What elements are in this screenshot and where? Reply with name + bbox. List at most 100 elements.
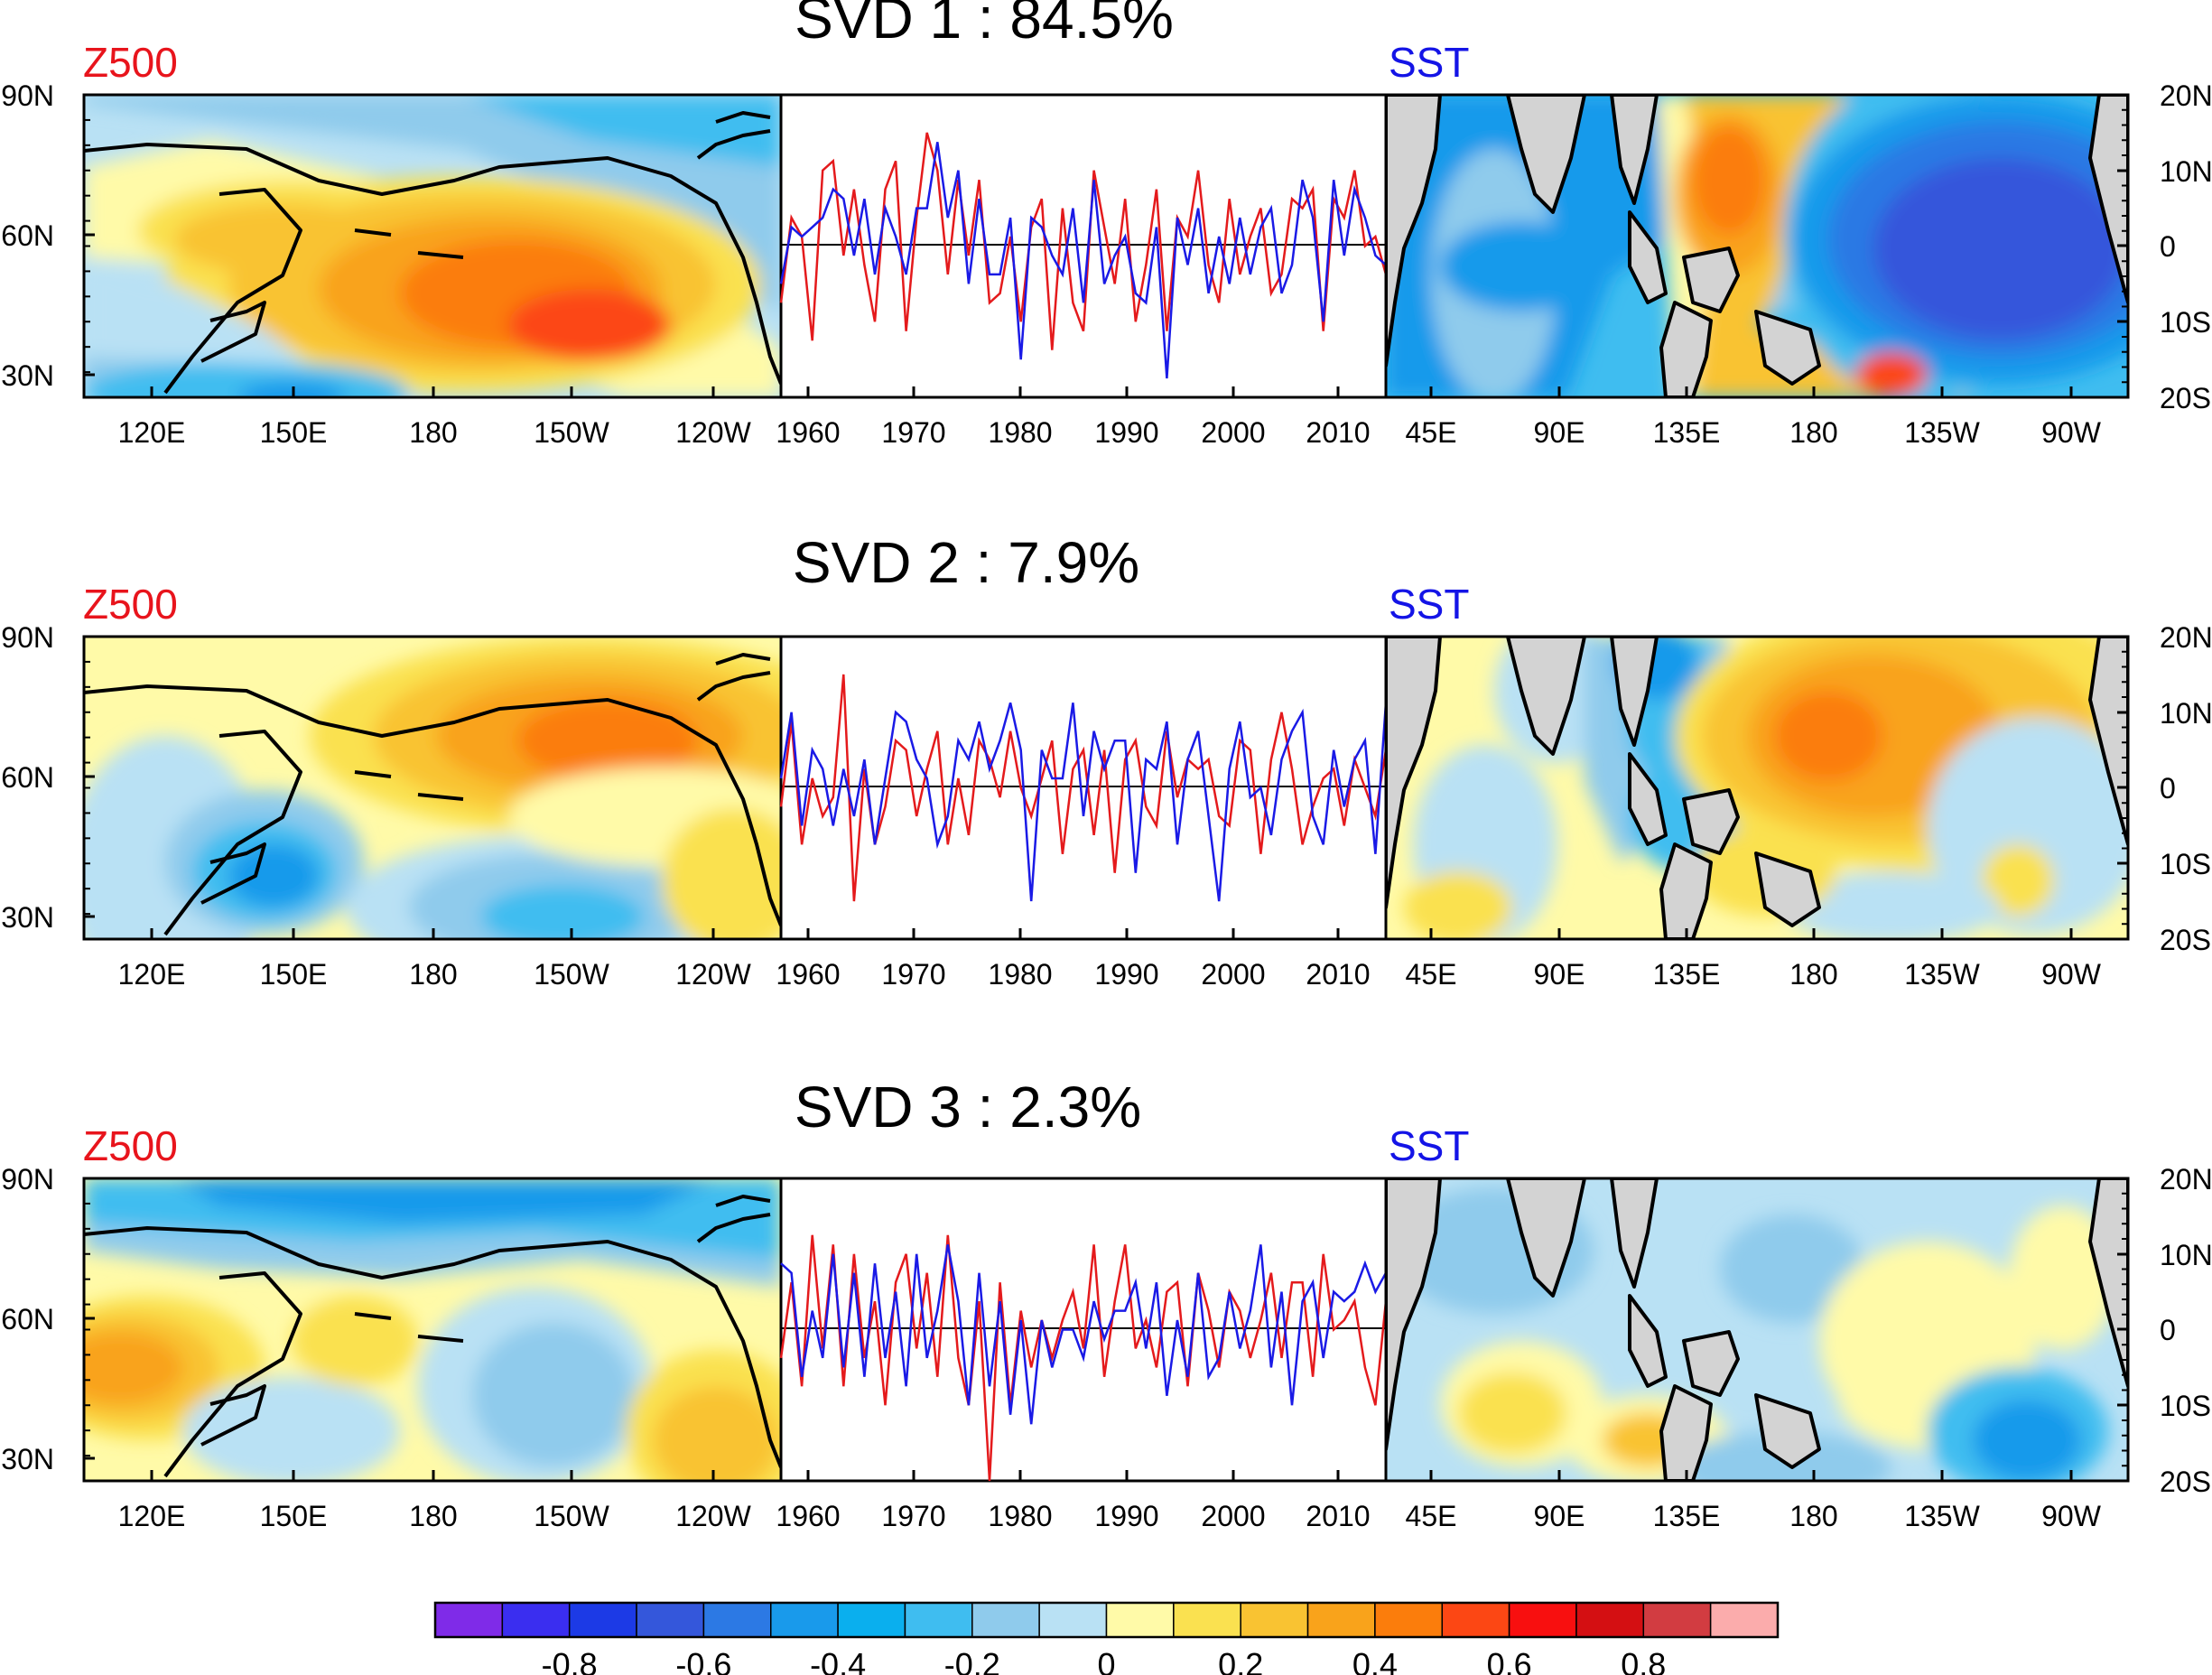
svd3-time-label: 1990: [1094, 1500, 1158, 1532]
svd3-time-label: 1960: [776, 1500, 840, 1532]
svd2-left-lat-label: 30N: [1, 901, 54, 934]
colorbar-label: 0.6: [1487, 1646, 1532, 1675]
svd1-right-lat-label: 20N: [2160, 79, 2212, 112]
svd1-right-lon-label: 135W: [1904, 416, 1980, 449]
svd2-time-label: 1990: [1094, 958, 1158, 991]
svd3-left-lon-label: 150E: [260, 1500, 328, 1532]
svd2-left-lon-label: 150W: [534, 958, 609, 991]
svd3-right-lon-label: 45E: [1406, 1500, 1457, 1532]
svd1-z500-label: Z500: [83, 39, 178, 86]
svd3-left-lon-label: 180: [409, 1500, 457, 1532]
svd3-z500-map: [82, 1177, 783, 1483]
colorbar-swatch: [1306, 1602, 1376, 1638]
colorbar-swatch: [568, 1602, 637, 1638]
svd1-right-lon-label: 90E: [1534, 416, 1585, 449]
colorbar-swatch: [1173, 1602, 1241, 1638]
colorbar-swatch: [434, 1602, 504, 1638]
svd3-left-lat-label: 60N: [1, 1303, 54, 1335]
svd1-right-lat-label: 10S: [2160, 306, 2211, 339]
svd3-right-lat-label: 20S: [2160, 1466, 2211, 1498]
svd3-timeseries: [779, 1177, 1388, 1483]
svd2-right-lon-label: 180: [1789, 958, 1837, 991]
svd1-left-lon-label: 120W: [675, 416, 751, 449]
svd3-right-lat-label: 10S: [2160, 1390, 2211, 1422]
svd1-right-lon-label: 45E: [1406, 416, 1457, 449]
colorbar-swatch: [1642, 1602, 1712, 1638]
svd1-right-lat-label: 10N: [2160, 155, 2212, 188]
colorbar-swatch: [501, 1602, 571, 1638]
svd2-timeseries: [779, 635, 1388, 941]
svd2-left-lon-label: 120W: [675, 958, 751, 991]
svd3-sst-map: [1384, 1177, 2130, 1483]
colorbar-swatch: [1240, 1602, 1309, 1638]
svd3-left-lon-label: 150W: [534, 1500, 609, 1532]
svd1-right-lon-label: 90W: [2041, 416, 2102, 449]
colorbar-label: 0: [1097, 1646, 1115, 1675]
axes-layer: 90N 60N 30N 120E 150E 180 150W 120W 1960 1970 1980…: [1, 79, 2212, 1532]
colorbar-swatch: [1441, 1602, 1510, 1638]
svd1-time-label: 1990: [1094, 416, 1158, 449]
svd1-right-lon-label: 180: [1789, 416, 1837, 449]
svd1-time-label: 2010: [1306, 416, 1370, 449]
svd1-sst-map: [1384, 93, 2130, 399]
colorbar-label: -0.2: [944, 1646, 1000, 1675]
svd1-sst-series: [779, 142, 1387, 379]
svd1-time-label: 1980: [988, 416, 1052, 449]
svd2-right-lon-label: 135E: [1653, 958, 1721, 991]
svd1-left-lon-label: 120E: [118, 416, 186, 449]
svd2-right-lat-label: 0: [2160, 772, 2176, 805]
svd1-sst-label: SST: [1389, 39, 1469, 86]
svd3-title: SVD 3 : 2.3%: [795, 1075, 1141, 1140]
svd2-right-lon-label: 135W: [1904, 958, 1980, 991]
svd2-right-lat-label: 20N: [2160, 621, 2212, 654]
svd3-sst-series: [780, 1244, 1388, 1425]
svd3-time-label: 1970: [881, 1500, 945, 1532]
svd1-left-lon-label: 150W: [534, 416, 609, 449]
colorbar-label: -0.6: [675, 1646, 731, 1675]
svd1-left-lat-label: 90N: [1, 79, 54, 112]
svd1-left-lat-label: 30N: [1, 359, 54, 392]
colorbar-swatch: [1038, 1602, 1108, 1638]
svd2-left-lon-label: 120E: [118, 958, 186, 991]
colorbar-swatch: [1374, 1602, 1444, 1638]
svd3-right-lat-label: 10N: [2160, 1239, 2212, 1271]
svd3-right-lon-label: 135W: [1904, 1500, 1980, 1532]
colorbar-swatch: [1575, 1602, 1645, 1638]
svd2-right-lat-label: 10N: [2160, 697, 2212, 730]
svd3-sst-label: SST: [1389, 1122, 1469, 1169]
svd3-time-label: 1980: [988, 1500, 1052, 1532]
colorbar-label: 0.4: [1352, 1646, 1398, 1675]
svd3-time-label: 2010: [1306, 1500, 1370, 1532]
svd2-time-label: 1960: [776, 958, 840, 991]
colorbar-label: 0.2: [1218, 1646, 1263, 1675]
svd3-time-label: 2000: [1201, 1500, 1265, 1532]
svd1-timeseries: [779, 93, 1388, 399]
svd1-right-lat-label: 0: [2160, 230, 2176, 263]
svd2-right-lon-label: 90W: [2041, 958, 2102, 991]
svd2-z500-label: Z500: [83, 581, 178, 628]
svd1-right-lat-label: 20S: [2160, 382, 2211, 414]
svd3-left-lon-label: 120E: [118, 1500, 186, 1532]
svd2-right-lon-label: 45E: [1406, 958, 1457, 991]
svd1-time-label: 1960: [776, 416, 840, 449]
svd3-left-lat-label: 90N: [1, 1163, 54, 1196]
svd2-z500-series: [779, 674, 1388, 902]
colorbar-label: -0.8: [542, 1646, 598, 1675]
svd1-time-label: 2000: [1201, 416, 1265, 449]
colorbar-swatch: [971, 1602, 1040, 1638]
colorbar-swatch: [1508, 1602, 1577, 1638]
svd1-title: SVD 1 : 84.5%: [795, 0, 1174, 51]
svd2-right-lon-label: 90E: [1534, 958, 1585, 991]
svd2-sst-map: [1384, 635, 2130, 941]
colorbar-swatch: [837, 1602, 906, 1638]
svd2-z500-map: [82, 635, 783, 941]
svd1-z500-map: [82, 93, 783, 399]
svd2-left-lon-label: 150E: [260, 958, 328, 991]
svd3-right-lon-label: 90W: [2041, 1500, 2102, 1532]
svd2-left-lat-label: 60N: [1, 761, 54, 794]
svd2-right-lat-label: 10S: [2160, 848, 2211, 880]
colorbar-label: 0.8: [1621, 1646, 1666, 1675]
svd2-sst-series: [779, 702, 1388, 902]
svd2-time-label: 1980: [988, 958, 1052, 991]
